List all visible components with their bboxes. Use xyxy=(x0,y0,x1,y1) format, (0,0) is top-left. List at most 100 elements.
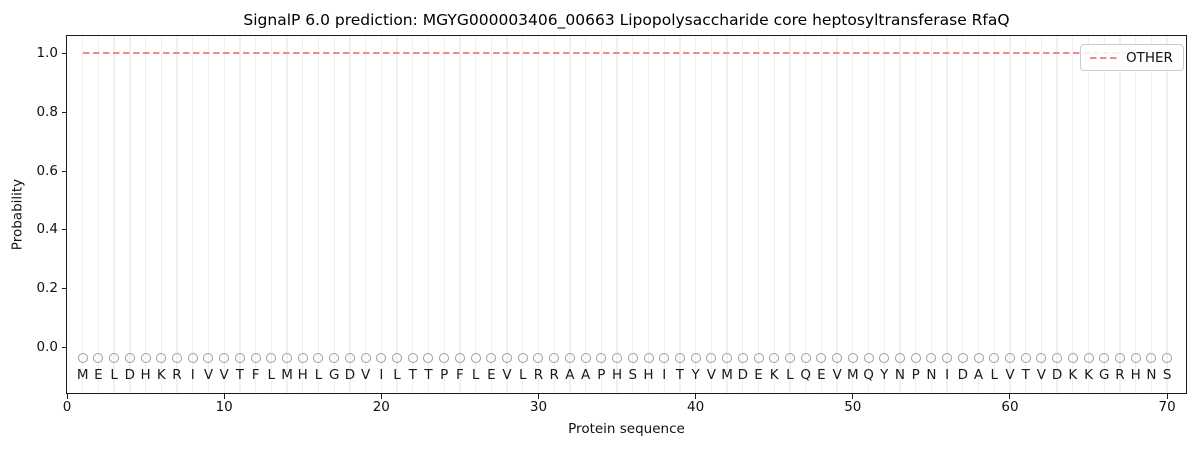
residue-letter: D xyxy=(344,367,356,384)
residue-letter: V xyxy=(219,367,229,384)
gridline xyxy=(1009,36,1011,393)
gridline xyxy=(1025,36,1027,393)
residue-marker xyxy=(784,353,795,364)
gridline xyxy=(726,36,728,393)
gridline xyxy=(506,36,508,393)
gridline xyxy=(522,36,524,393)
gridline xyxy=(317,36,320,393)
x-tick-label: 70 xyxy=(1158,399,1176,415)
residue-letter: I xyxy=(379,367,384,384)
gridline xyxy=(773,36,775,393)
residue-letter: V xyxy=(706,367,716,384)
residue-letter: N xyxy=(894,367,905,384)
residue-letter: L xyxy=(471,367,480,384)
residue-letter: M xyxy=(721,367,733,384)
residue-marker xyxy=(1146,353,1157,364)
gridline xyxy=(490,36,492,393)
residue-letter: M xyxy=(76,367,89,384)
gridline xyxy=(647,36,650,393)
residue-marker xyxy=(1004,353,1015,364)
gridline xyxy=(805,36,807,393)
x-tick-mark xyxy=(537,394,539,399)
residue-marker xyxy=(753,353,764,364)
residue-letter: P xyxy=(597,367,606,384)
y-tick-mark xyxy=(62,111,67,113)
gridline xyxy=(270,36,272,393)
residue-marker xyxy=(344,353,355,364)
residue-marker xyxy=(549,353,560,364)
residue-letter: L xyxy=(786,367,794,384)
gridline xyxy=(412,36,414,393)
residue-letter: E xyxy=(754,367,763,384)
residue-letter: A xyxy=(973,367,984,384)
y-tick-mark xyxy=(62,288,67,290)
residue-letter: P xyxy=(911,367,920,384)
residue-letter: E xyxy=(487,367,496,384)
residue-letter: F xyxy=(456,367,464,384)
x-tick-mark xyxy=(66,394,68,399)
residue-letter: A xyxy=(581,367,591,384)
residue-letter: F xyxy=(251,367,260,384)
residue-letter: V xyxy=(1005,367,1015,384)
gridline xyxy=(867,36,870,393)
residue-letter: R xyxy=(533,367,544,384)
gridline xyxy=(192,36,194,393)
gridline xyxy=(930,36,933,393)
residue-marker xyxy=(1083,353,1094,364)
x-tick-mark xyxy=(1166,394,1168,399)
gridline xyxy=(1040,36,1043,393)
residue-marker xyxy=(894,353,905,364)
residue-marker xyxy=(156,353,167,364)
gridline xyxy=(427,36,430,393)
residue-letter: E xyxy=(817,367,826,384)
gridline xyxy=(883,36,885,393)
residue-marker xyxy=(219,353,230,364)
residue-letter: Y xyxy=(880,367,889,384)
gridline xyxy=(820,36,823,393)
gridline xyxy=(679,36,681,393)
residue-marker xyxy=(517,353,528,364)
residue-letter: K xyxy=(1068,367,1078,384)
residue-marker xyxy=(1130,353,1141,364)
residue-marker xyxy=(910,353,921,364)
residue-marker xyxy=(454,353,465,364)
residue-marker xyxy=(313,353,324,364)
gridline xyxy=(1150,36,1153,393)
residue-marker xyxy=(1114,353,1125,364)
y-tick-label: 0.4 xyxy=(36,221,58,238)
gridline xyxy=(1135,36,1137,393)
other-prediction-line xyxy=(82,52,1168,55)
residue-marker xyxy=(1067,353,1078,364)
gridline xyxy=(113,36,115,393)
residue-letter: N xyxy=(1146,367,1157,384)
x-tick-label: 50 xyxy=(844,399,862,415)
gridline xyxy=(160,36,162,393)
gridline xyxy=(915,36,917,393)
gridline xyxy=(742,36,744,393)
legend: OTHER xyxy=(1080,44,1184,71)
gridline xyxy=(600,36,602,393)
residue-marker xyxy=(769,353,780,364)
residue-letter: H xyxy=(140,367,151,384)
residue-letter: V xyxy=(502,367,512,384)
gridline xyxy=(459,36,461,393)
gridline xyxy=(302,36,304,393)
residue-letter: L xyxy=(990,367,999,384)
residue-letter: T xyxy=(1021,367,1030,384)
gridline xyxy=(474,36,477,393)
gridline xyxy=(82,36,84,393)
residue-letter: M xyxy=(846,367,859,384)
residue-marker xyxy=(1036,353,1047,364)
residue-letter: Y xyxy=(691,367,700,384)
gridline xyxy=(993,36,995,393)
gridline xyxy=(537,36,540,393)
residue-marker xyxy=(1162,353,1173,364)
residue-marker xyxy=(250,353,261,364)
x-tick-label: 0 xyxy=(62,399,72,415)
residue-letter: A xyxy=(565,367,575,384)
gridline xyxy=(443,36,445,393)
y-tick-mark xyxy=(62,52,67,54)
residue-letter: M xyxy=(281,367,293,384)
residue-marker xyxy=(816,353,827,364)
